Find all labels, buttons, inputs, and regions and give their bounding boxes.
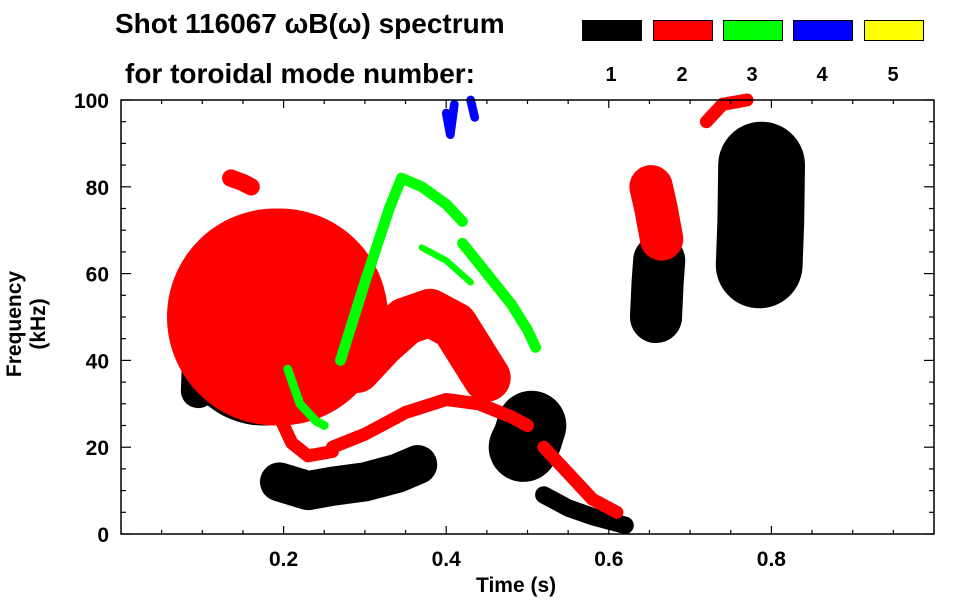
- legend-swatch-4: [793, 20, 853, 41]
- mode-2-feature: [699, 93, 754, 129]
- mode-4-feature: [441, 99, 459, 140]
- y-tick-label: 60: [86, 264, 109, 287]
- y-tick-label: 100: [74, 90, 109, 113]
- x-tick-label: 0.8: [757, 548, 787, 571]
- x-axis-label: Time (s): [476, 574, 557, 597]
- legend-label-1: 1: [605, 64, 617, 86]
- mode-1-feature: [629, 234, 686, 344]
- legend-swatch-1: [582, 20, 642, 41]
- mode-1-feature: [535, 486, 634, 534]
- legend-swatch-2: [653, 20, 713, 41]
- mode-2-feature: [332, 288, 511, 402]
- mode-2-feature: [537, 440, 624, 519]
- x-tick-label: 0.6: [594, 548, 623, 571]
- mode-2-feature: [325, 393, 534, 454]
- legend-caption: for toroidal mode number:: [125, 58, 475, 89]
- x-tick-label: 0.4: [432, 548, 462, 571]
- y-tick-label: 40: [86, 350, 109, 373]
- y-tick-label: 80: [86, 177, 109, 200]
- legend-label-4: 4: [816, 64, 828, 86]
- x-tick-label: 0.2: [269, 548, 298, 571]
- mode-3-feature: [283, 364, 329, 430]
- mode-3-feature: [457, 237, 541, 353]
- mode-1-feature: [259, 445, 438, 511]
- mode-3-feature: [418, 244, 474, 286]
- legend-label-3: 3: [746, 64, 758, 86]
- y-axis-label: Frequency (kHz): [3, 270, 50, 378]
- legend-label-5: 5: [887, 64, 899, 86]
- y-tick-label: 20: [86, 437, 109, 460]
- chart-title: Shot 116067 ωB(ω) spectrum: [115, 8, 505, 39]
- legend-label-2: 2: [676, 64, 688, 86]
- mode-2-feature: [222, 169, 260, 196]
- mode-3-feature: [335, 172, 468, 366]
- legend-swatch-5: [864, 20, 924, 41]
- mode-2-feature: [273, 410, 339, 463]
- mode-4-feature: [466, 95, 480, 122]
- y-tick-label: 0: [97, 524, 109, 547]
- legend-swatch-3: [723, 20, 783, 41]
- mode-1-feature: [715, 121, 805, 309]
- mode-2-feature: [629, 165, 684, 261]
